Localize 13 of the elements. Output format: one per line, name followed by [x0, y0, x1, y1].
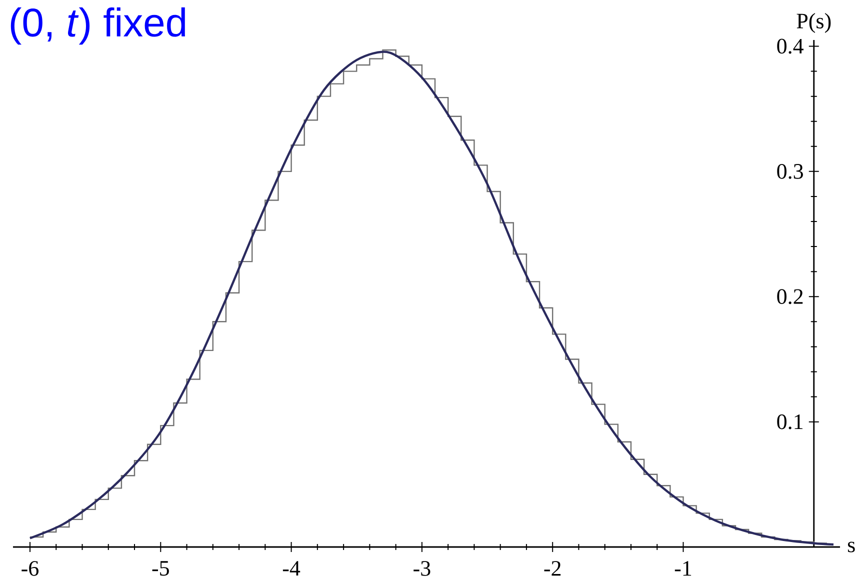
y-axis-title: P(s) — [796, 13, 831, 33]
x-tick-label: -3 — [414, 561, 430, 576]
y-tick-label: 0.1 — [777, 414, 802, 430]
y-tick-label: 0.2 — [777, 289, 803, 304]
y-tick-label: 0.3 — [777, 164, 803, 179]
x-tick-label: -4 — [282, 561, 300, 576]
y-tick-label: 0.4 — [777, 38, 804, 54]
x-tick-label: -2 — [544, 561, 561, 576]
x-tick-label: -1 — [674, 561, 692, 576]
x-tick-label: -6 — [22, 561, 39, 576]
chart-title: (0, t) fixed — [10, 7, 185, 45]
x-tick-label: -5 — [152, 561, 169, 576]
x-axis-title: s — [848, 542, 855, 552]
